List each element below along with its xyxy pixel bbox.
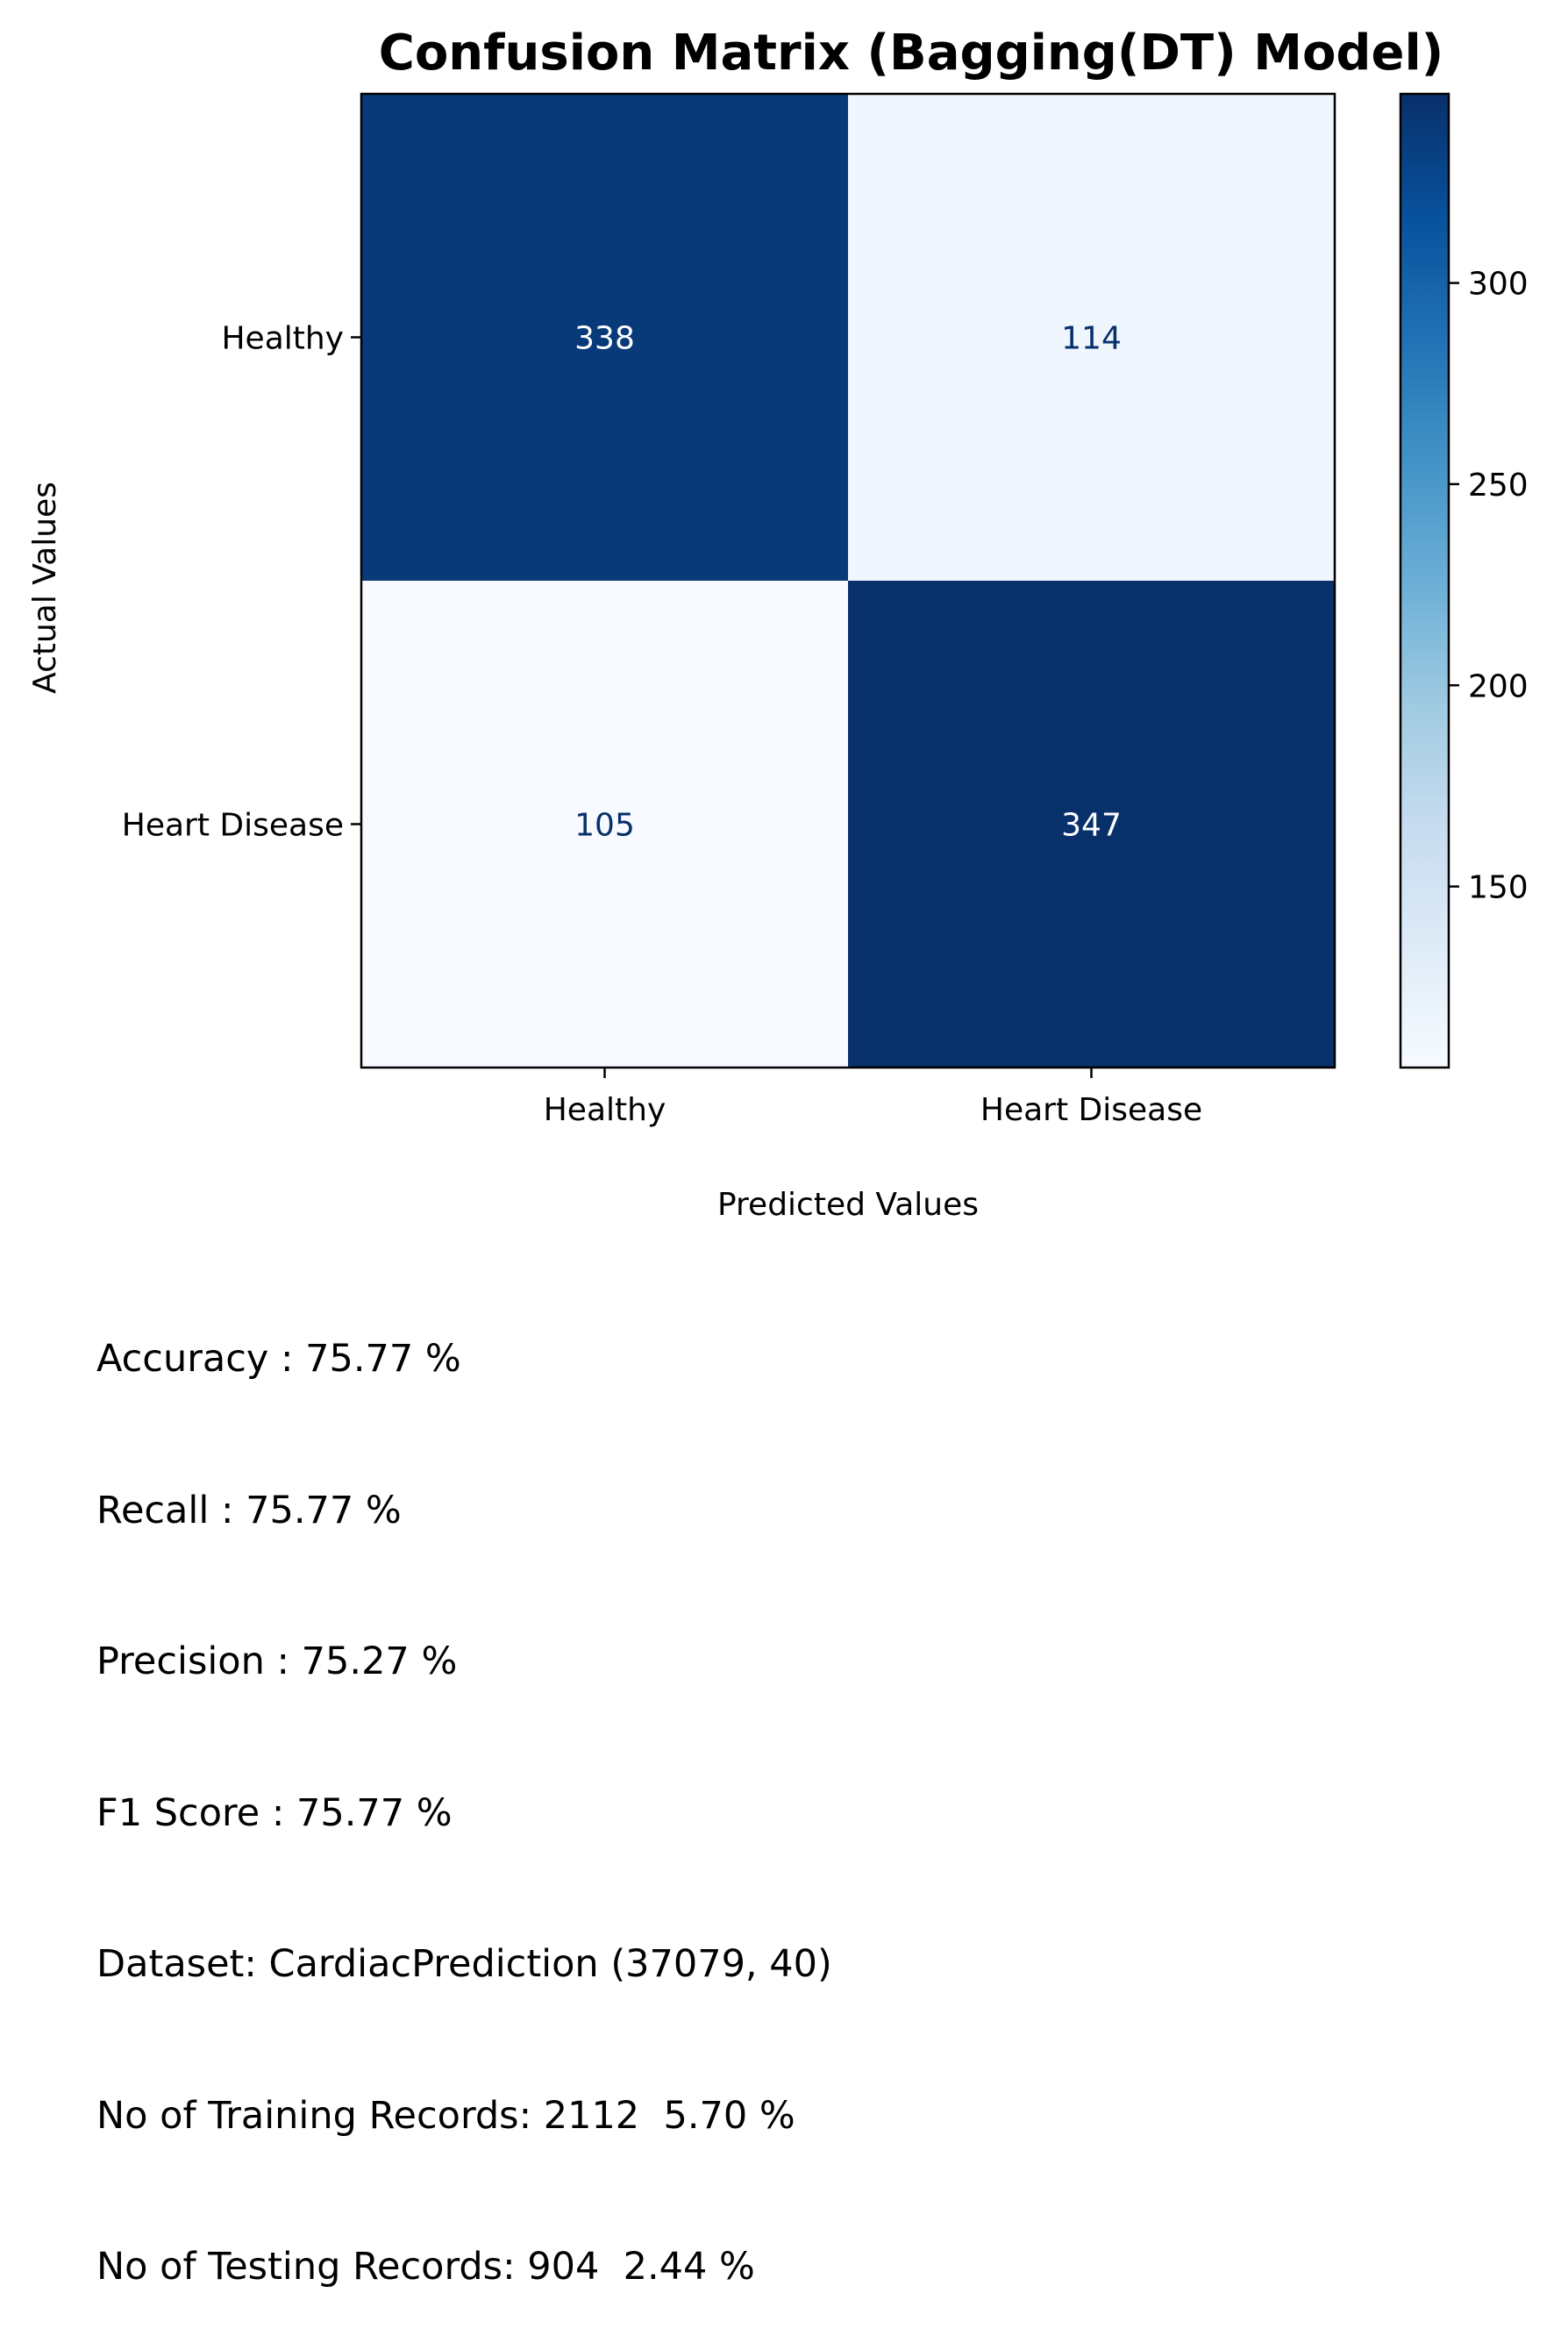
colorbar-tick-label: 150 [1468, 870, 1529, 906]
colorbar-ticks: 150 200 250 300 [1449, 267, 1529, 906]
y-tick-label: Healthy [221, 321, 344, 357]
x-tick-label: Healthy [544, 1092, 666, 1128]
heatmap-cell-heart-disease-heart-disease [848, 581, 1335, 1068]
x-axis-ticks: Healthy Heart Disease [544, 1068, 1202, 1128]
cell-value-label: 105 [574, 808, 635, 844]
stat-precision: Precision : 75.27 % [96, 1639, 458, 1683]
heatmap-cell-healthy-healthy [361, 94, 848, 581]
y-axis-ticks: Healthy Heart Disease [122, 321, 361, 844]
confusion-matrix-chart: Confusion Matrix (Bagging(DT) Model) 338… [27, 25, 1529, 1223]
heatmap-cell-healthy-heart-disease [848, 94, 1335, 581]
cell-value-label: 347 [1061, 808, 1122, 844]
colorbar-tick-label: 200 [1468, 668, 1529, 704]
heatmap-cells [361, 94, 1335, 1068]
heatmap-cell-heart-disease-healthy [361, 581, 848, 1068]
colorbar-tick-label: 250 [1468, 468, 1529, 504]
stat-f1-score: F1 Score : 75.77 % [96, 1790, 453, 1835]
colorbar-tick-label: 300 [1468, 267, 1529, 303]
y-tick-label: Heart Disease [122, 808, 344, 844]
stat-training-records: No of Training Records: 2112 5.70 % [96, 2093, 795, 2138]
y-axis-label: Actual Values [27, 482, 63, 694]
x-tick-label: Heart Disease [980, 1092, 1202, 1128]
x-axis-label: Predicted Values [717, 1187, 979, 1223]
chart-title: Confusion Matrix (Bagging(DT) Model) [379, 25, 1444, 82]
colorbar [1399, 92, 1450, 1069]
stat-dataset: Dataset: CardiacPrediction (37079, 40) [96, 1942, 832, 1986]
stat-recall: Recall : 75.77 % [96, 1488, 402, 1532]
heatmap-cell-labels: 338 114 105 347 [574, 321, 1122, 844]
cell-value-label: 114 [1061, 321, 1122, 357]
plot-frame [360, 92, 1336, 1069]
stat-testing-records: No of Testing Records: 904 2.44 % [96, 2245, 755, 2289]
metrics-summary: Accuracy : 75.77 % Recall : 75.77 % Prec… [96, 1233, 832, 2343]
stat-accuracy: Accuracy : 75.77 % [96, 1337, 461, 1381]
cell-value-label: 338 [574, 321, 635, 357]
